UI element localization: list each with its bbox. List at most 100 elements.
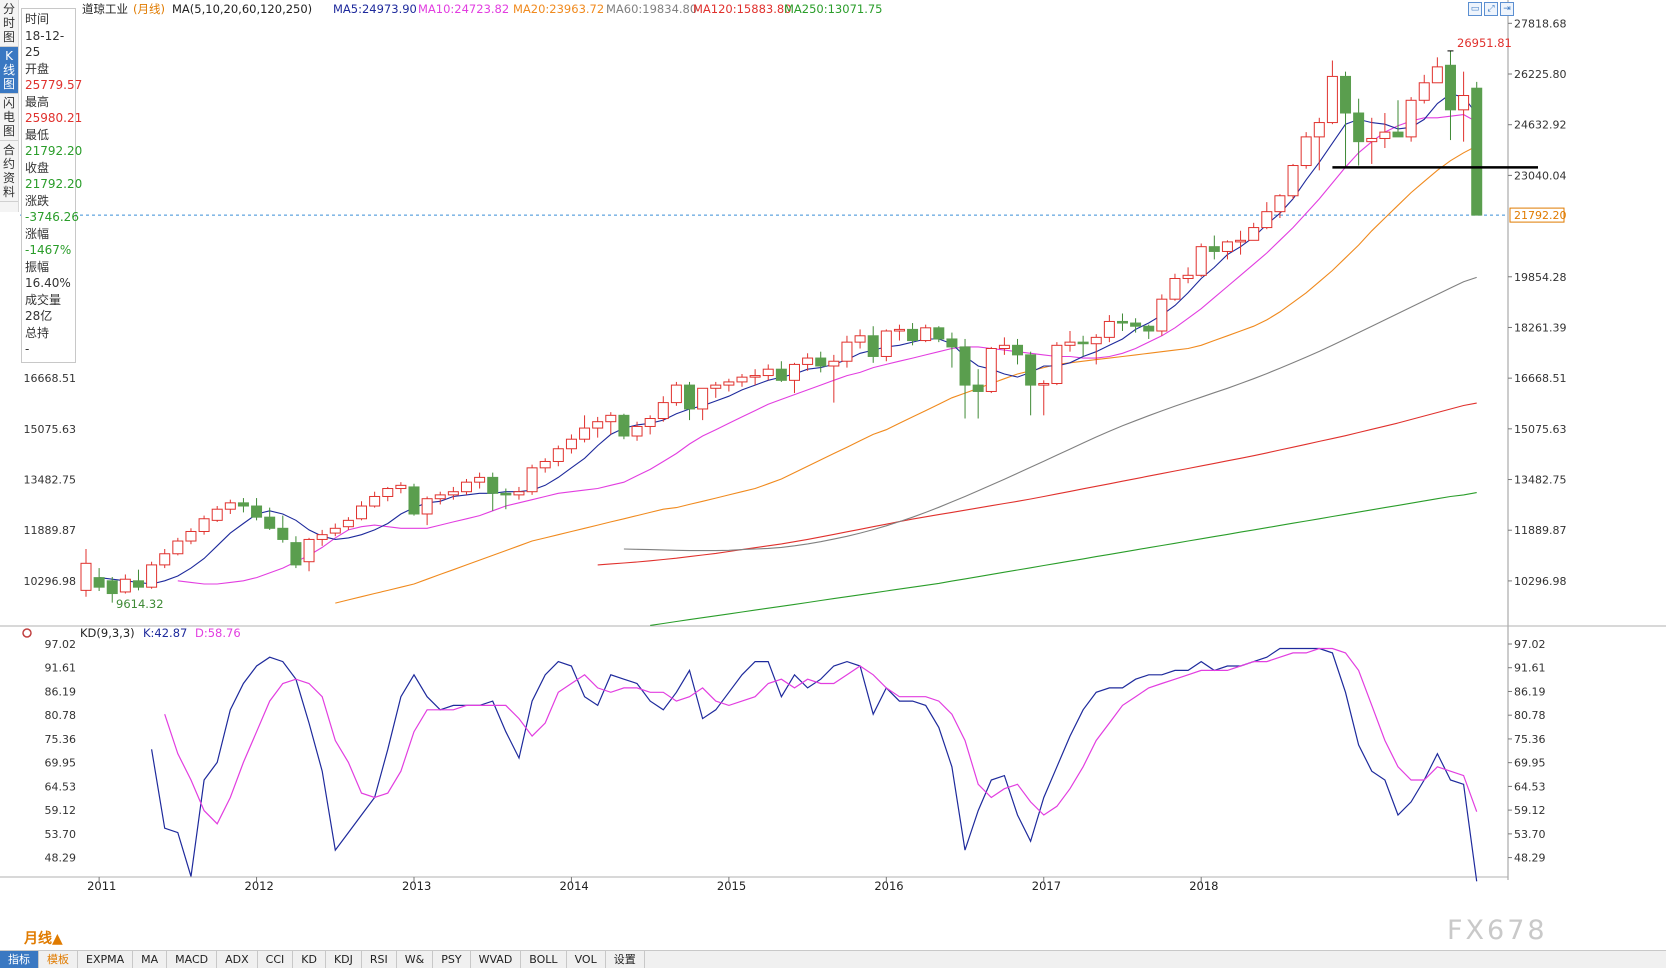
candle-down [1116,320,1128,324]
ma10-line [177,114,1477,585]
candle-up [644,418,656,427]
candle-down [867,335,879,357]
price-tick-label-left: 11889.87 [24,524,77,537]
price-tick-label: 15075.63 [1514,423,1567,436]
candle-down [106,580,118,595]
indicator-tab-3[interactable]: MA [133,951,168,968]
candle-up [382,488,394,497]
indicator-tab-13[interactable]: BOLL [521,951,567,968]
candle-up [119,578,131,593]
candle-up [526,467,538,493]
indicator-tab-15[interactable]: 设置 [606,951,645,968]
info-label: 总持 [25,325,50,340]
kd-d-line [164,647,1478,825]
candle-up [1103,320,1115,338]
price-tick-label: 13482.75 [1514,474,1567,487]
kd-tick-label-left: 86.19 [45,685,77,698]
candle-up [802,357,814,365]
indicator-tab-1[interactable]: 模板 [39,951,78,968]
exit-icon[interactable]: ⇥ [1500,2,1514,16]
candle-up [1064,341,1076,346]
price-tick-label: 19854.28 [1514,271,1567,284]
candle-up [920,327,932,342]
price-tick-label: 27818.68 [1514,17,1567,30]
kd-tick-label: 59.12 [1514,804,1546,817]
indicator-tab-5[interactable]: ADX [217,951,258,968]
candle-down [500,492,512,496]
kd-tick-label-left: 97.02 [45,638,77,651]
indicator-tab-4[interactable]: MACD [167,951,218,968]
kd-tick-label: 80.78 [1514,709,1546,722]
candle-up [539,460,551,469]
candle-up [710,384,722,389]
window-icon[interactable]: ▭ [1468,2,1482,16]
indicator-tab-8[interactable]: KDJ [326,951,362,968]
fullscreen-icon[interactable]: ⤢ [1484,2,1498,16]
candle-down [290,542,302,566]
ma60-line [623,276,1477,552]
candle-up [592,421,604,429]
candle-up [788,363,800,381]
candle-up [657,402,669,420]
candle-up [841,341,853,362]
candle-up [1261,211,1273,229]
indicator-tab-0[interactable]: 指标 [0,951,39,968]
period-selector-button[interactable]: 月线▲ [24,931,63,947]
candle-up [723,381,735,386]
indicator-tab-9[interactable]: RSI [362,951,397,968]
indicator-tab-2[interactable]: EXPMA [78,951,134,968]
candle-up [421,498,433,515]
candle-down [277,527,289,540]
candle-up [1313,122,1325,138]
candle-down [1077,341,1089,345]
candle-down [684,384,696,410]
candle-down [1012,344,1024,356]
kd-tick-label: 97.02 [1514,638,1546,651]
info-value: 28亿 [25,309,53,323]
time-tick-label: 2013 [402,879,431,893]
info-value: -3746.26 [25,210,79,224]
time-tick-label: 2011 [87,879,116,893]
candle-up [1090,336,1102,345]
candle-up [1326,75,1338,124]
kd-tick-label-left: 69.95 [45,757,77,770]
info-value: 18-12-25 [25,28,65,60]
candle-up [854,335,866,343]
indicator-tab-6[interactable]: CCI [258,951,294,968]
candle-down [775,368,787,381]
indicator-tab-10[interactable]: W& [397,951,434,968]
candle-up [880,330,892,357]
tab-contract-info[interactable]: 合约资料 [0,141,18,202]
candle-up [631,425,643,437]
candle-up [828,360,840,367]
candle-down [1353,112,1365,143]
indicator-tab-11[interactable]: PSY [433,951,471,968]
period-tag: (月线) [133,2,165,16]
kd-tick-label-left: 64.53 [45,780,77,793]
candle-up [146,564,158,588]
candle-up [224,502,236,510]
kd-tick-label: 69.95 [1514,757,1546,770]
price-tick-label: 18261.39 [1514,321,1567,334]
tab-timeshare[interactable]: 分时图 [0,0,18,47]
info-label: 最高 [25,94,50,109]
indicator-tab-12[interactable]: WVAD [471,951,522,968]
indicator-tab-14[interactable]: VOL [567,951,606,968]
kd-k-value: K:42.87 [143,626,187,640]
ma5-label: MA5:24973.90 [333,2,417,16]
tab-flash[interactable]: 闪电图 [0,94,18,141]
kd-tick-label-left: 48.29 [45,852,77,865]
candle-up [172,540,184,555]
candle-up [395,484,407,490]
price-tick-label: 11889.87 [1514,524,1567,537]
kd-title: KD(9,3,3) [80,626,135,640]
ma20-line [335,145,1477,604]
kd-tick-label: 48.29 [1514,852,1546,865]
candle-down [815,357,827,367]
candle-down [251,505,263,518]
indicator-tab-7[interactable]: KD [293,951,326,968]
candle-down [1208,246,1220,252]
